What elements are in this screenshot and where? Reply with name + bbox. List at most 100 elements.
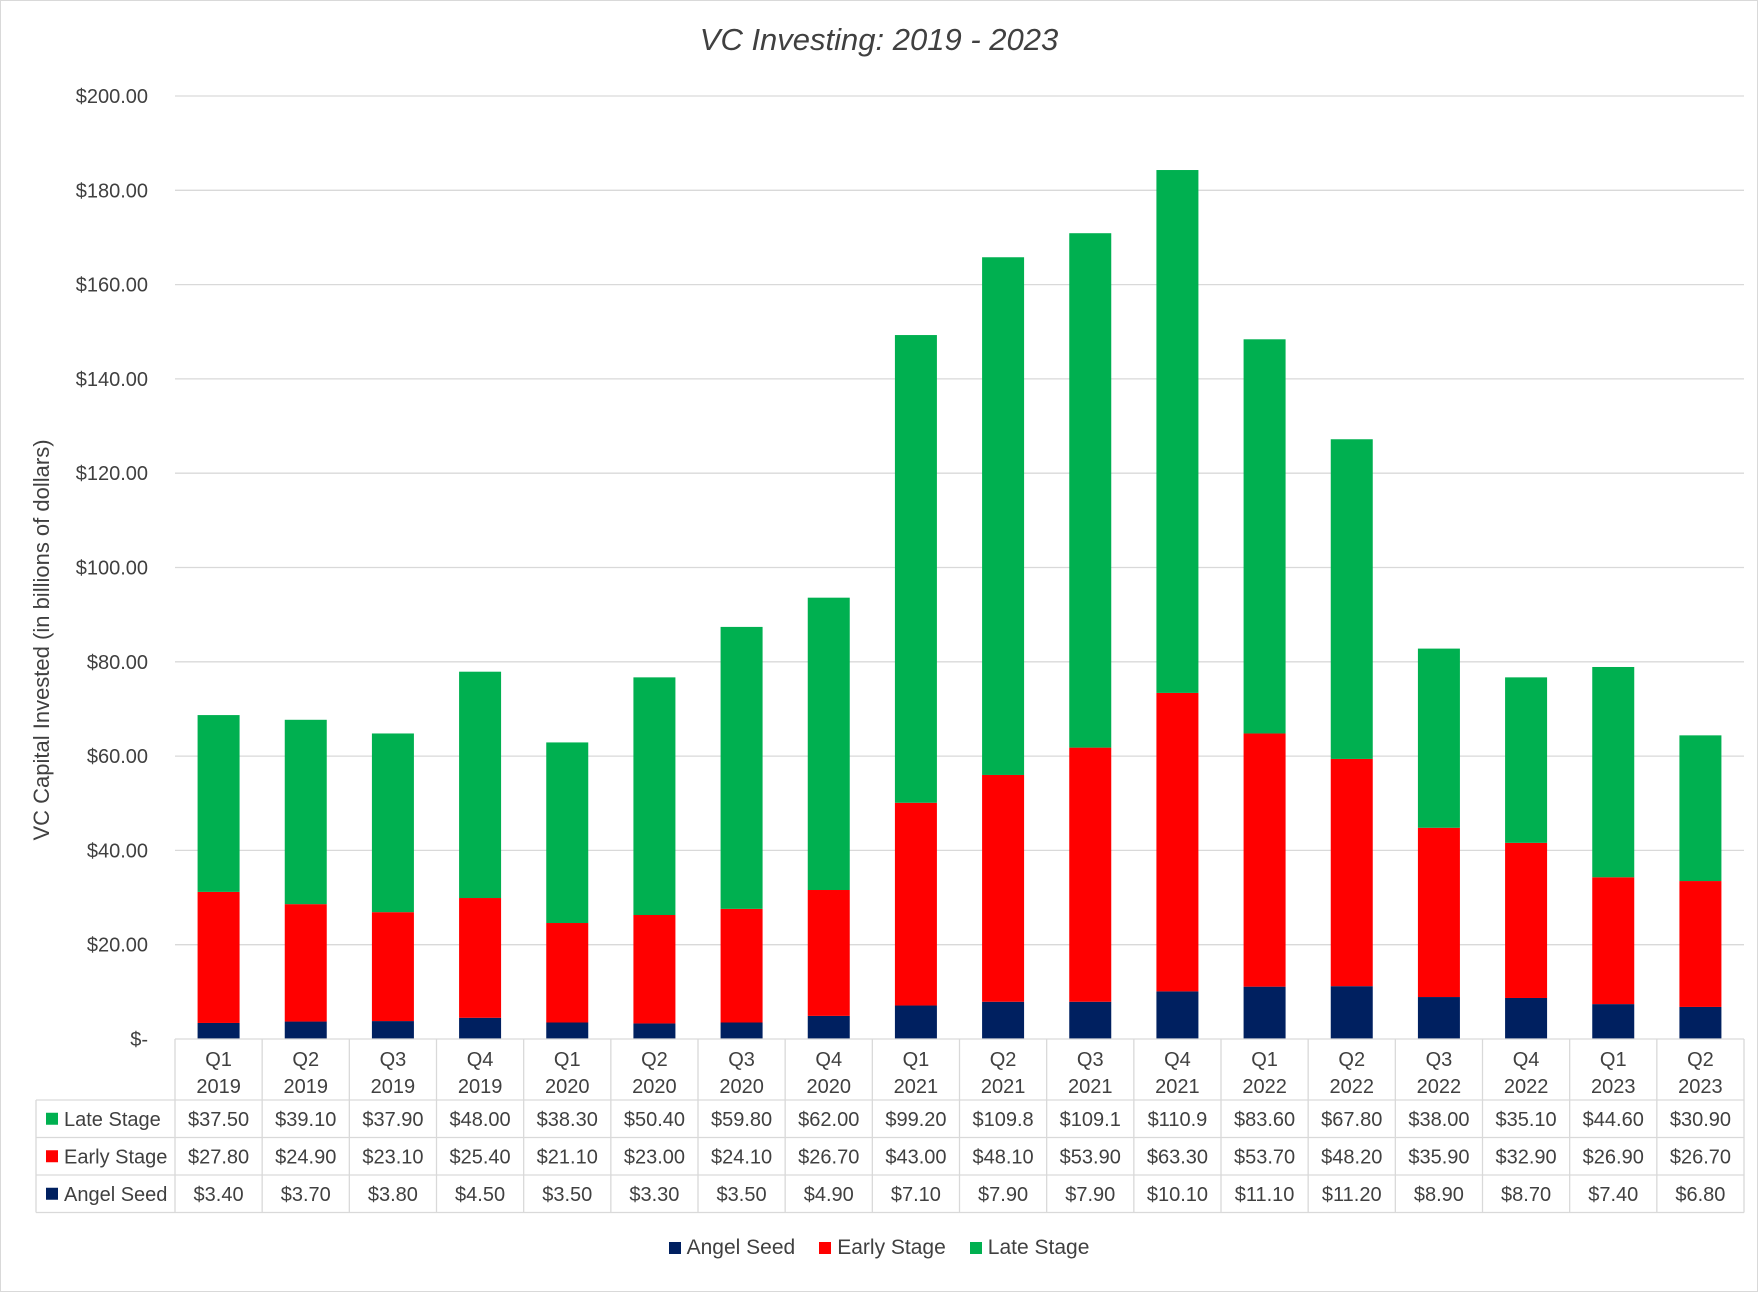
data-label: $3.70 [281, 1184, 331, 1206]
x-tick-label: 2020 [807, 1076, 852, 1098]
bar-early-stage [633, 914, 676, 1024]
bar-late-stage [1069, 233, 1112, 748]
x-tick-label: Q2 [990, 1049, 1017, 1071]
x-tick-label: 2022 [1504, 1076, 1549, 1098]
x-tick-label: Q2 [1338, 1049, 1365, 1071]
bar-late-stage [1330, 439, 1373, 759]
x-tick-label: Q3 [1077, 1049, 1104, 1071]
x-tick-label: 2023 [1678, 1076, 1723, 1098]
data-label: $59.80 [711, 1109, 772, 1131]
bar-late-stage [284, 719, 327, 905]
data-label: $99.20 [885, 1109, 946, 1131]
bar-late-stage [894, 335, 937, 803]
bar-late-stage [546, 742, 589, 924]
bar-angel-seed [197, 1022, 240, 1039]
data-label: $35.90 [1408, 1146, 1469, 1168]
bar-angel-seed [546, 1022, 589, 1039]
legend-item: Late Stage [969, 1236, 1089, 1260]
data-label: $53.70 [1234, 1146, 1295, 1168]
y-tick-label: $100.00 [76, 558, 148, 580]
data-label: $3.30 [629, 1184, 679, 1206]
bar-angel-seed [1069, 1001, 1112, 1039]
y-tick-label: $120.00 [76, 463, 148, 485]
data-label: $10.10 [1147, 1184, 1208, 1206]
bar-angel-seed [633, 1023, 676, 1039]
bar-late-stage [982, 257, 1025, 775]
y-tick-label: $180.00 [76, 180, 148, 202]
data-label: $48.10 [972, 1146, 1033, 1168]
data-label: $26.70 [798, 1146, 859, 1168]
bar-angel-seed [894, 1005, 937, 1039]
bar-early-stage [1156, 692, 1199, 992]
y-tick-label: $160.00 [76, 275, 148, 297]
x-tick-label: 2019 [284, 1076, 329, 1098]
data-label: $35.10 [1495, 1109, 1556, 1131]
bar-early-stage [1417, 827, 1460, 998]
data-label: $3.50 [542, 1184, 592, 1206]
bar-angel-seed [1505, 997, 1548, 1039]
data-label: $38.30 [537, 1109, 598, 1131]
x-tick-label: 2019 [196, 1076, 241, 1098]
bar-late-stage [1592, 666, 1635, 878]
data-label: $21.10 [537, 1146, 598, 1168]
data-label: $39.10 [275, 1109, 336, 1131]
y-tick-label: $80.00 [87, 652, 148, 674]
x-tick-label: Q1 [903, 1049, 930, 1071]
y-tick-label: $- [130, 1029, 148, 1051]
table-row-label: Late Stage [64, 1109, 161, 1131]
x-tick-label: Q3 [728, 1049, 755, 1071]
bar-angel-seed [807, 1015, 850, 1039]
x-tick-label: Q2 [1687, 1049, 1714, 1071]
y-tick-label: $140.00 [76, 369, 148, 391]
bar-late-stage [459, 671, 502, 899]
data-label: $62.00 [798, 1109, 859, 1131]
data-label: $37.90 [362, 1109, 423, 1131]
data-label: $67.80 [1321, 1109, 1382, 1131]
x-tick-label: 2020 [719, 1076, 764, 1098]
bar-early-stage [459, 898, 502, 1018]
data-label: $23.10 [362, 1146, 423, 1168]
x-tick-label: Q1 [1600, 1049, 1627, 1071]
data-label: $24.90 [275, 1146, 336, 1168]
data-label: $63.30 [1147, 1146, 1208, 1168]
data-label: $3.40 [194, 1184, 244, 1206]
data-label: $7.40 [1588, 1184, 1638, 1206]
x-tick-label: Q4 [1513, 1049, 1540, 1071]
bar-angel-seed [1592, 1004, 1635, 1039]
table-legend-key [46, 1150, 58, 1163]
x-tick-label: 2022 [1330, 1076, 1375, 1098]
y-tick-label: $40.00 [87, 840, 148, 862]
bar-early-stage [371, 912, 414, 1022]
x-tick-label: Q1 [205, 1049, 232, 1071]
legend-swatch [969, 1242, 982, 1254]
bar-late-stage [1243, 339, 1286, 734]
x-tick-label: Q1 [554, 1049, 581, 1071]
legend-item: Early Stage [819, 1236, 946, 1260]
data-label: $3.50 [717, 1184, 767, 1206]
bar-angel-seed [1679, 1006, 1722, 1039]
x-tick-label: 2022 [1242, 1076, 1287, 1098]
data-label: $53.90 [1060, 1146, 1121, 1168]
data-label: $11.10 [1235, 1184, 1295, 1206]
data-label: $27.80 [188, 1146, 249, 1168]
chart-title: VC Investing: 2019 - 2023 [699, 22, 1059, 57]
data-label: $7.90 [1065, 1184, 1115, 1206]
data-label: $7.10 [891, 1184, 941, 1206]
bar-early-stage [1330, 758, 1373, 987]
x-tick-label: Q3 [1426, 1049, 1453, 1071]
bar-early-stage [807, 890, 850, 1016]
bar-early-stage [546, 923, 589, 1023]
data-label: $25.40 [449, 1146, 510, 1168]
data-label: $26.70 [1670, 1146, 1731, 1168]
data-label: $109.8 [972, 1109, 1033, 1131]
x-tick-label: Q2 [641, 1049, 668, 1071]
table-legend-key [46, 1187, 58, 1200]
bar-late-stage [633, 677, 676, 915]
legend: Angel Seed Early Stage Late Stage [0, 1236, 1758, 1260]
bar-early-stage [894, 802, 937, 1006]
x-tick-label: 2021 [1155, 1076, 1200, 1098]
table-row-label: Angel Seed [64, 1184, 167, 1206]
x-tick-label: Q4 [467, 1049, 494, 1071]
table-row-label: Early Stage [64, 1146, 167, 1168]
data-label: $110.9 [1148, 1109, 1208, 1131]
